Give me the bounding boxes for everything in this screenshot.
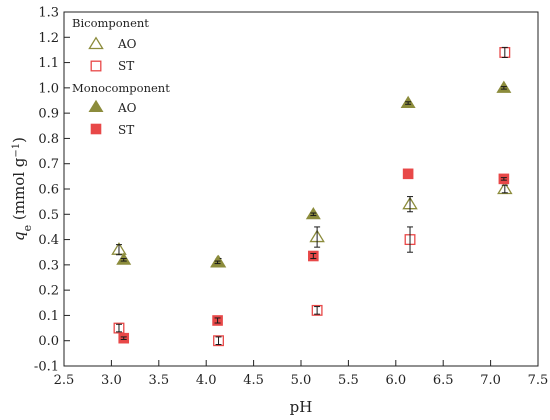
legend-marker: [88, 36, 104, 50]
legend-label-mono-ao: AO: [117, 101, 137, 115]
y-tick-label: 0.8: [38, 132, 59, 147]
x-tick-label: 6.0: [385, 373, 406, 388]
legend-item-mono-ao: AO: [88, 99, 137, 115]
y-axis-ticks: -0.1 0.0 0.1 0.2 0.3 0.4 0.5 0.6 0.7 0.8 0.9 1.0 1.1…: [34, 6, 70, 375]
x-tick-label: 5.5: [338, 373, 359, 388]
legend-label-bi-st: ST: [118, 59, 134, 73]
y-tick-label: 1.3: [38, 6, 59, 21]
y-tick-label: 0.5: [38, 208, 59, 223]
x-tick-label: 7.5: [528, 373, 549, 388]
y-tick-label: 0.0: [38, 334, 59, 349]
y-tick-label: 0.4: [38, 233, 59, 248]
x-tick-label: 3.5: [148, 373, 169, 388]
legend-group-monocomponent: Monocomponent: [72, 81, 170, 95]
y-axis-label-unit-close: ): [10, 137, 28, 143]
y-tick-label: 1.2: [38, 31, 59, 46]
y-tick-label: 0.2: [38, 284, 59, 299]
legend-label-bi-ao: AO: [117, 37, 137, 51]
y-axis-label-main: q: [10, 231, 28, 241]
y-axis-label-unit: (mmol g: [10, 157, 28, 225]
y-tick-label: 0.6: [38, 183, 59, 198]
data-point: [402, 168, 414, 180]
plot-frame: [63, 11, 539, 367]
x-tick-label: 6.5: [433, 373, 454, 388]
legend-item-bi-ao: AO: [88, 36, 137, 51]
y-tick-label: 1.1: [38, 56, 59, 71]
legend-label-mono-st: ST: [118, 123, 134, 137]
x-tick-label: 5.0: [291, 373, 312, 388]
y-axis-label-sub: e: [21, 225, 34, 232]
y-tick-label: 0.9: [38, 107, 59, 122]
y-tick-label: 0.1: [38, 309, 59, 324]
x-axis-label: pH: [290, 398, 313, 416]
y-tick-label: 1.0: [38, 81, 59, 96]
y-tick-label: 0.7: [38, 157, 59, 172]
series-monocomponent-ao: [116, 80, 512, 268]
x-tick-label: 4.5: [243, 373, 264, 388]
legend-item-mono-st: ST: [90, 123, 134, 137]
x-tick-label: 4.0: [196, 373, 217, 388]
legend-group-bicomponent: Bicomponent: [72, 16, 149, 30]
legend-marker: [88, 99, 104, 112]
x-tick-label: 7.0: [480, 373, 501, 388]
y-tick-label: 0.3: [38, 258, 59, 273]
y-axis-label-unit-exp: −1: [11, 143, 22, 158]
x-axis-ticks: 2.5 3.0 3.5 4.0 4.5 5.0 5.5 6.0 6.5 7.0 7.5: [54, 360, 549, 388]
legend-item-bi-st: ST: [90, 59, 134, 73]
legend-marker: [90, 60, 102, 72]
x-tick-label: 2.5: [54, 373, 75, 388]
y-axis-label: qe (mmol g−1): [10, 137, 34, 241]
y-tick-label: -0.1: [34, 360, 59, 375]
series-monocomponent-st: [118, 168, 510, 344]
legend: Bicomponent AO ST Monocomponent AO ST: [72, 16, 170, 137]
x-tick-label: 3.0: [101, 373, 122, 388]
data-points: [111, 46, 513, 347]
legend-marker: [90, 123, 102, 135]
series-bicomponent-st: [113, 46, 511, 347]
